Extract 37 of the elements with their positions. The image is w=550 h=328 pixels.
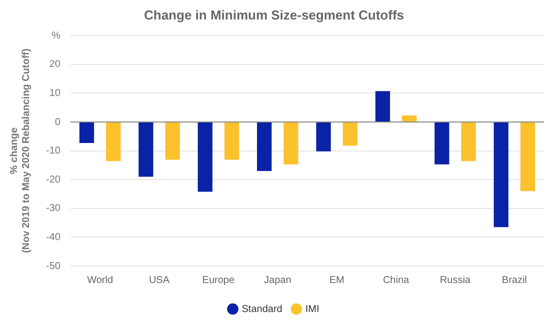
- bar: [461, 122, 476, 162]
- y-tick-label: 10: [49, 88, 61, 99]
- x-tick-label: China: [382, 274, 410, 286]
- x-tick-label: Europe: [202, 274, 235, 286]
- y-tick-label: -40: [46, 232, 61, 243]
- x-tick-label: Brazil: [502, 274, 527, 286]
- bar: [224, 122, 240, 160]
- x-tick-label: EM: [329, 274, 344, 286]
- legend-label: Standard: [242, 304, 282, 315]
- x-tick-label: World: [87, 274, 114, 286]
- y-tick-label: -20: [46, 174, 61, 186]
- bar: [256, 122, 272, 171]
- y-tick-label: -50: [46, 260, 61, 272]
- bar: [434, 122, 450, 164]
- legend-label: IMI: [305, 304, 320, 315]
- bar: [375, 91, 390, 122]
- bar: [342, 122, 358, 146]
- x-tick-label: USA: [148, 274, 170, 286]
- bar: [284, 122, 298, 164]
- chart-title: Change in Minimum Size-segment Cutoffs: [144, 7, 404, 22]
- y-tick-label: 20: [49, 59, 61, 70]
- bar: [316, 122, 331, 152]
- y-tick-label: 0: [54, 116, 61, 128]
- y-tick-label: -30: [46, 203, 61, 214]
- bar: [198, 122, 212, 192]
- y-axis-title: % change (Nov 2019 to May 2020 Rebalancing Cutoff): [8, 48, 32, 254]
- bar: [402, 115, 417, 122]
- bar: [106, 122, 121, 162]
- bar: [165, 122, 180, 160]
- bar: [79, 122, 94, 144]
- x-tick-label: Russia: [440, 274, 471, 286]
- y-tick-label: %: [52, 30, 61, 42]
- bar: [138, 122, 154, 177]
- bar: [520, 122, 536, 192]
- bar: [494, 122, 508, 228]
- y-tick-label: -10: [46, 146, 61, 157]
- x-tick-label: Japan: [264, 274, 292, 286]
